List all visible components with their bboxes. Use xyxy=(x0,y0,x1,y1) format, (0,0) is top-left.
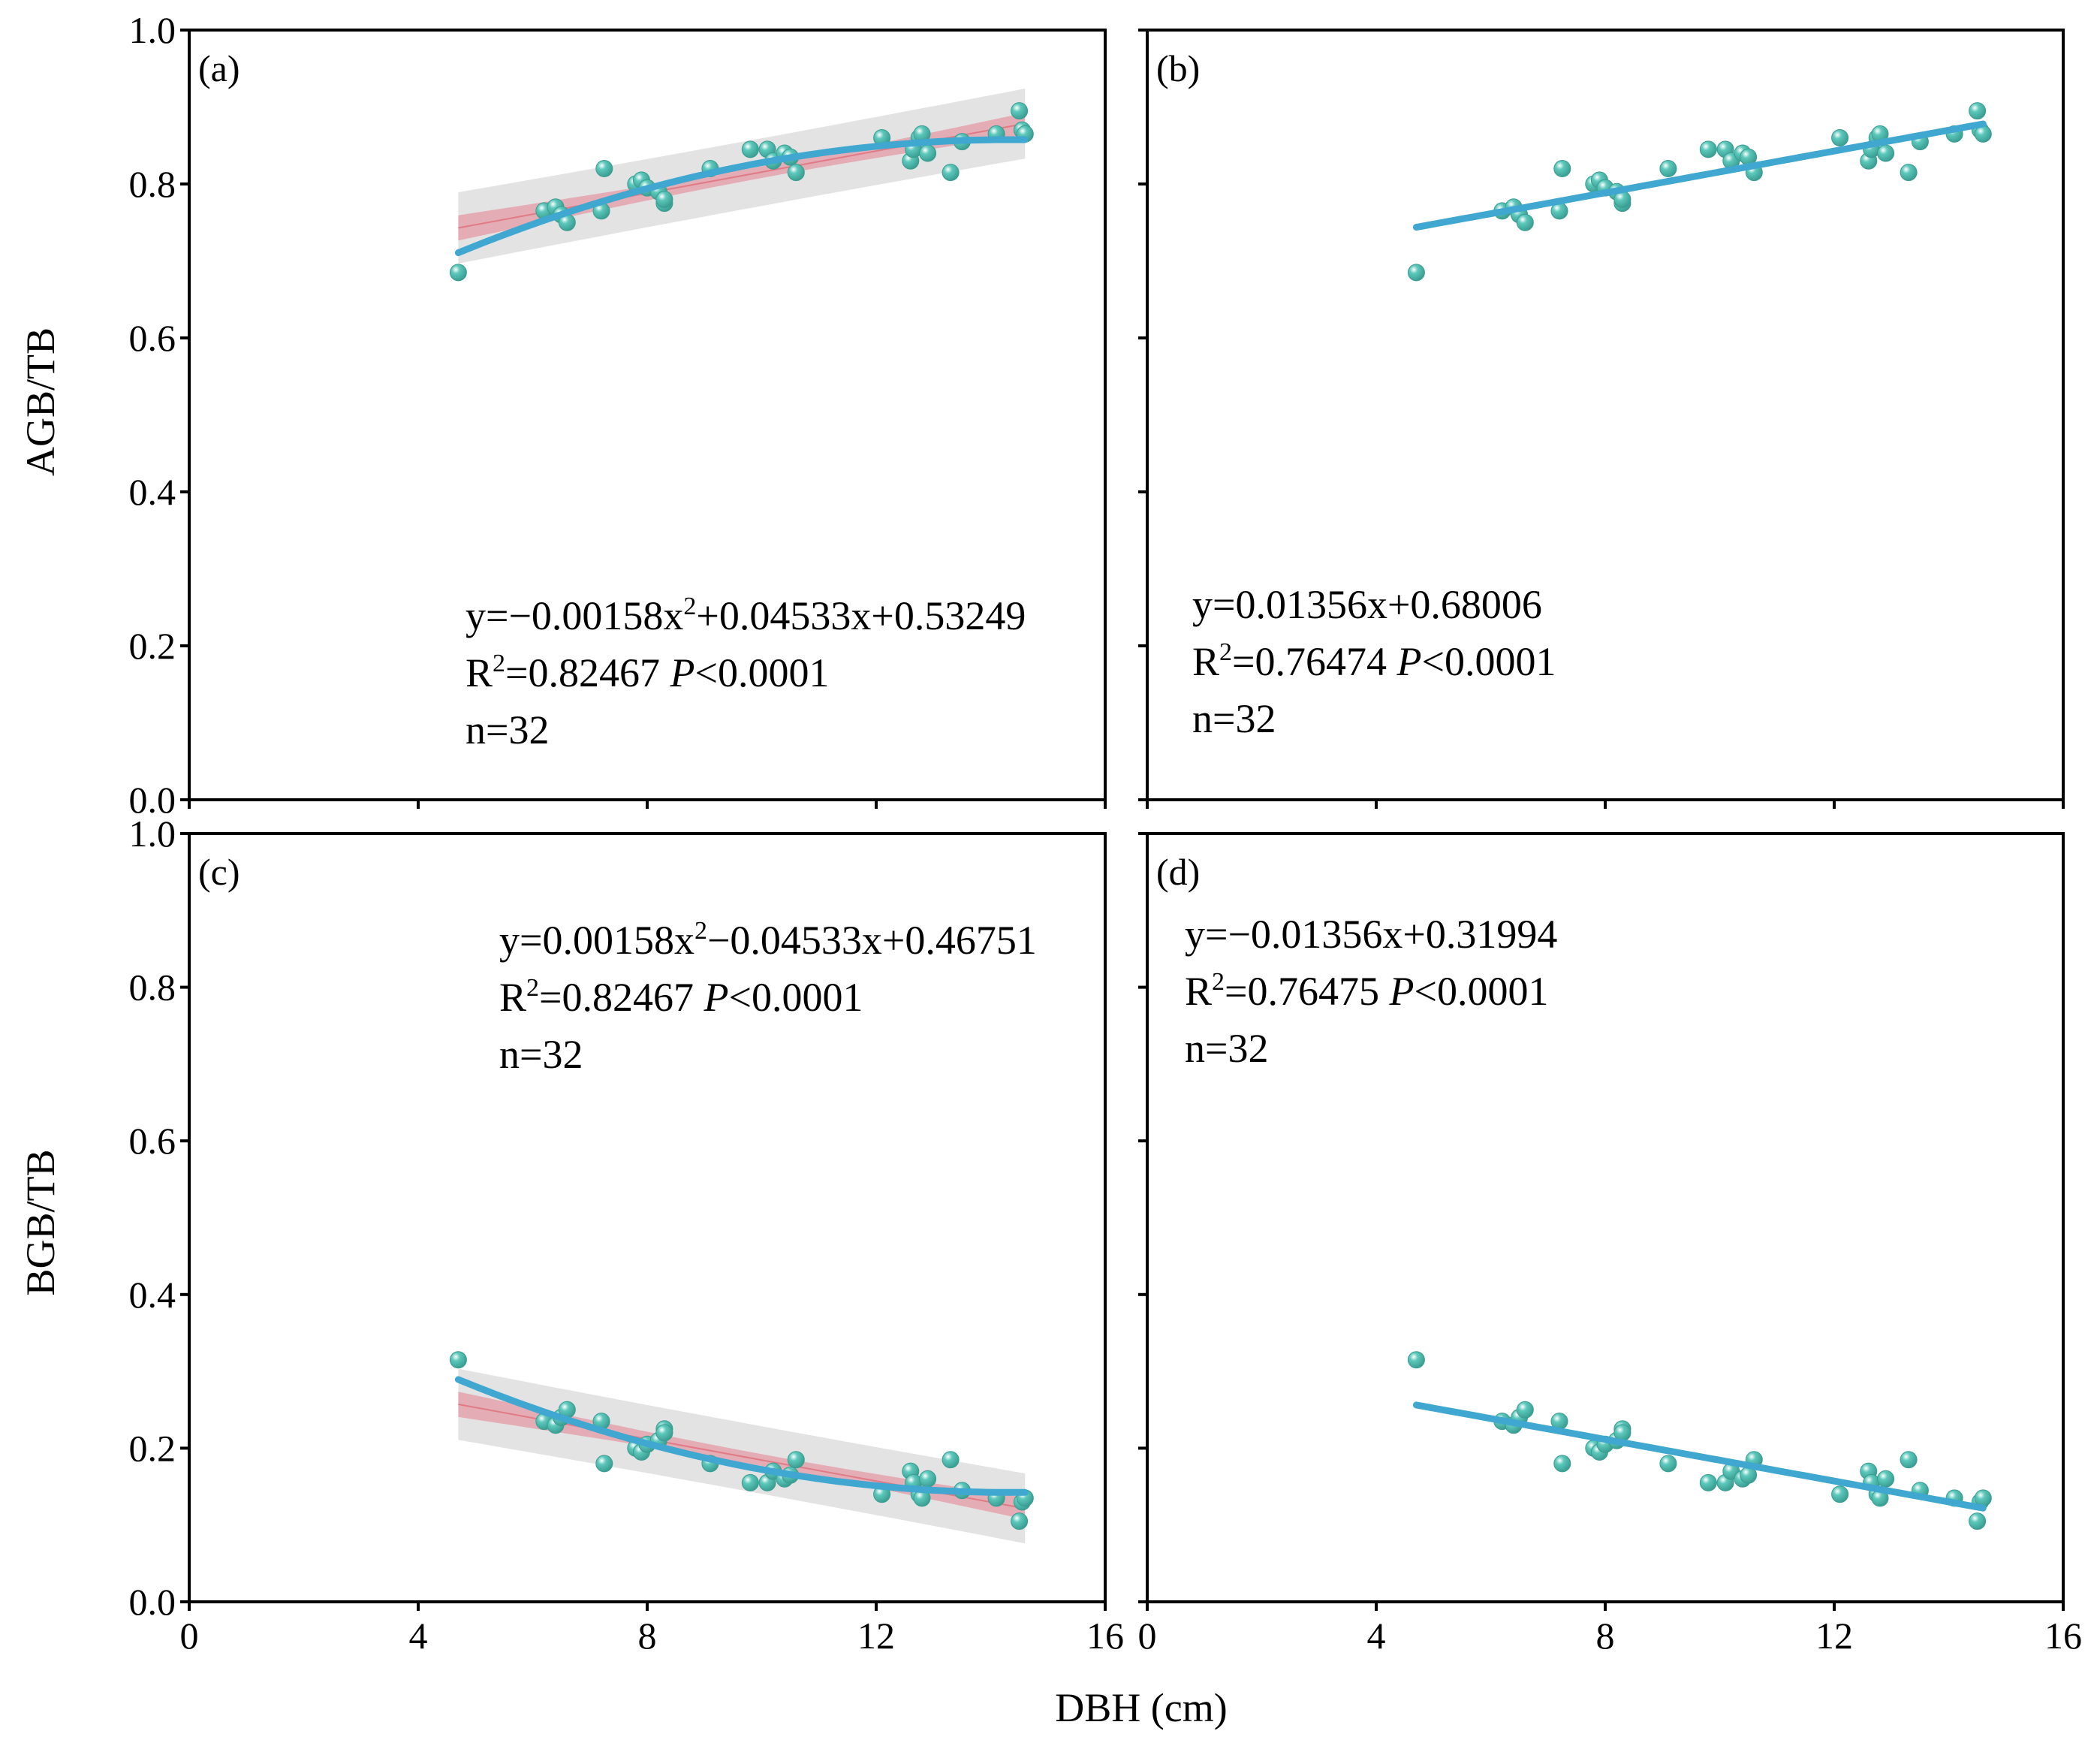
data-point xyxy=(1011,1512,1029,1530)
y-tick-label: 0.8 xyxy=(129,163,176,205)
panel-c: 0.0 0.2 0.4 0.6 0.8 1.0 0 4 8 12 16 (c) y=0.00158x2−… xyxy=(129,813,1125,1657)
data-point xyxy=(741,140,759,158)
y-tick-label: 0.0 xyxy=(129,1581,176,1623)
panel-b: (b) y=0.01356x+0.68006 R2=0.76474 P<0.0001… xyxy=(1138,29,2065,809)
equation-text: y=−0.00158x2+0.04533x+0.53249 xyxy=(465,593,1026,638)
data-point xyxy=(1969,102,1987,120)
equation-text: y=−0.01356x+0.31994 xyxy=(1185,912,1557,957)
data-point xyxy=(1659,1455,1677,1473)
y-tick-label: 1.0 xyxy=(129,813,176,855)
x-tick-label: 4 xyxy=(1367,1615,1386,1657)
data-point xyxy=(655,191,673,208)
fit-curve xyxy=(454,1376,1029,1496)
y-tick-label: 0.6 xyxy=(129,317,176,359)
y-tick-label: 0.4 xyxy=(129,1274,176,1316)
y-tick-label: 0.8 xyxy=(129,967,176,1009)
r-squared-text: R2=0.82467 P<0.0001 xyxy=(499,974,863,1020)
x-tick-label: 12 xyxy=(857,1615,895,1657)
y-axis-title-top: AGB/TB xyxy=(18,327,63,476)
r-squared-text: R2=0.76475 P<0.0001 xyxy=(1185,968,1548,1014)
data-point xyxy=(1516,1401,1534,1419)
data-point xyxy=(449,264,467,282)
fit-curve xyxy=(454,136,1029,257)
x-tick-label: 16 xyxy=(2044,1615,2082,1657)
data-point xyxy=(1553,1455,1571,1473)
data-point xyxy=(1877,144,1895,162)
data-point xyxy=(595,1455,613,1473)
x-axis-title: DBH (cm) xyxy=(1055,1685,1227,1730)
data-point xyxy=(1699,1473,1717,1491)
r-squared-text: R2=0.82467 P<0.0001 xyxy=(465,650,829,695)
y-tick-label: 0.6 xyxy=(129,1120,176,1162)
data-point xyxy=(1831,1485,1849,1503)
data-point xyxy=(595,160,613,177)
x-tick-label: 8 xyxy=(1596,1615,1615,1657)
panel-label: (b) xyxy=(1156,47,1200,89)
data-point xyxy=(1011,102,1029,120)
r-squared-text: R2=0.76474 P<0.0001 xyxy=(1192,638,1556,684)
panels: 0.0 0.2 0.4 0.6 0.8 1.0 (a) y=−0.00158x2+0.0453… xyxy=(129,9,2083,1657)
x-tick-label: 16 xyxy=(1086,1615,1124,1657)
data-point xyxy=(787,164,805,182)
sample-size-text: n=32 xyxy=(1185,1026,1268,1071)
data-point xyxy=(1407,1351,1425,1369)
data-point xyxy=(787,1451,805,1469)
y-tick-label: 0.2 xyxy=(129,625,176,667)
panel-d: 0 4 8 12 16 (d) y=−0.01356x+0.31994 R2=0.76475 … xyxy=(1138,832,2082,1657)
data-point xyxy=(1407,264,1425,282)
y-tick-label: 1.0 xyxy=(129,9,176,51)
sample-size-text: n=32 xyxy=(465,707,549,752)
data-point xyxy=(1516,213,1534,231)
data-point xyxy=(1831,129,1849,146)
data-point xyxy=(449,1351,467,1369)
y-axis-title-bottom: BGB/TB xyxy=(18,1149,63,1295)
panel-label: (a) xyxy=(198,47,240,89)
fit-curve xyxy=(1412,120,1987,231)
data-point xyxy=(1553,160,1571,177)
panel-a: 0.0 0.2 0.4 0.6 0.8 1.0 (a) y=−0.00158x2+0.0453… xyxy=(129,9,1107,821)
data-point xyxy=(942,164,960,182)
sample-size-text: n=32 xyxy=(499,1032,583,1077)
data-point xyxy=(741,1473,759,1491)
panel-label: (d) xyxy=(1156,851,1200,893)
data-point xyxy=(1969,1512,1987,1530)
x-tick-label: 12 xyxy=(1815,1615,1853,1657)
data-point xyxy=(655,1424,673,1442)
equation-text: y=0.00158x2−0.04533x+0.46751 xyxy=(499,917,1037,963)
data-point xyxy=(919,144,937,162)
x-tick-label: 8 xyxy=(638,1615,657,1657)
data-point xyxy=(1900,164,1918,182)
data-point xyxy=(1900,1451,1918,1469)
x-tick-label: 4 xyxy=(409,1615,428,1657)
y-tick-label: 0.2 xyxy=(129,1427,176,1469)
data-point xyxy=(919,1470,937,1488)
x-tick-label: 0 xyxy=(180,1615,199,1657)
equation-text: y=0.01356x+0.68006 xyxy=(1192,582,1542,627)
data-point xyxy=(942,1451,960,1469)
y-tick-label: 0.4 xyxy=(129,471,176,513)
panel-label: (c) xyxy=(198,851,240,893)
sample-size-text: n=32 xyxy=(1192,696,1276,741)
fit-curve xyxy=(1412,1401,1987,1512)
data-point xyxy=(1877,1470,1895,1488)
y-tick-label: 0.0 xyxy=(129,779,176,821)
data-point xyxy=(1659,160,1677,177)
data-point xyxy=(1699,140,1717,158)
x-tick-label: 0 xyxy=(1138,1615,1157,1657)
